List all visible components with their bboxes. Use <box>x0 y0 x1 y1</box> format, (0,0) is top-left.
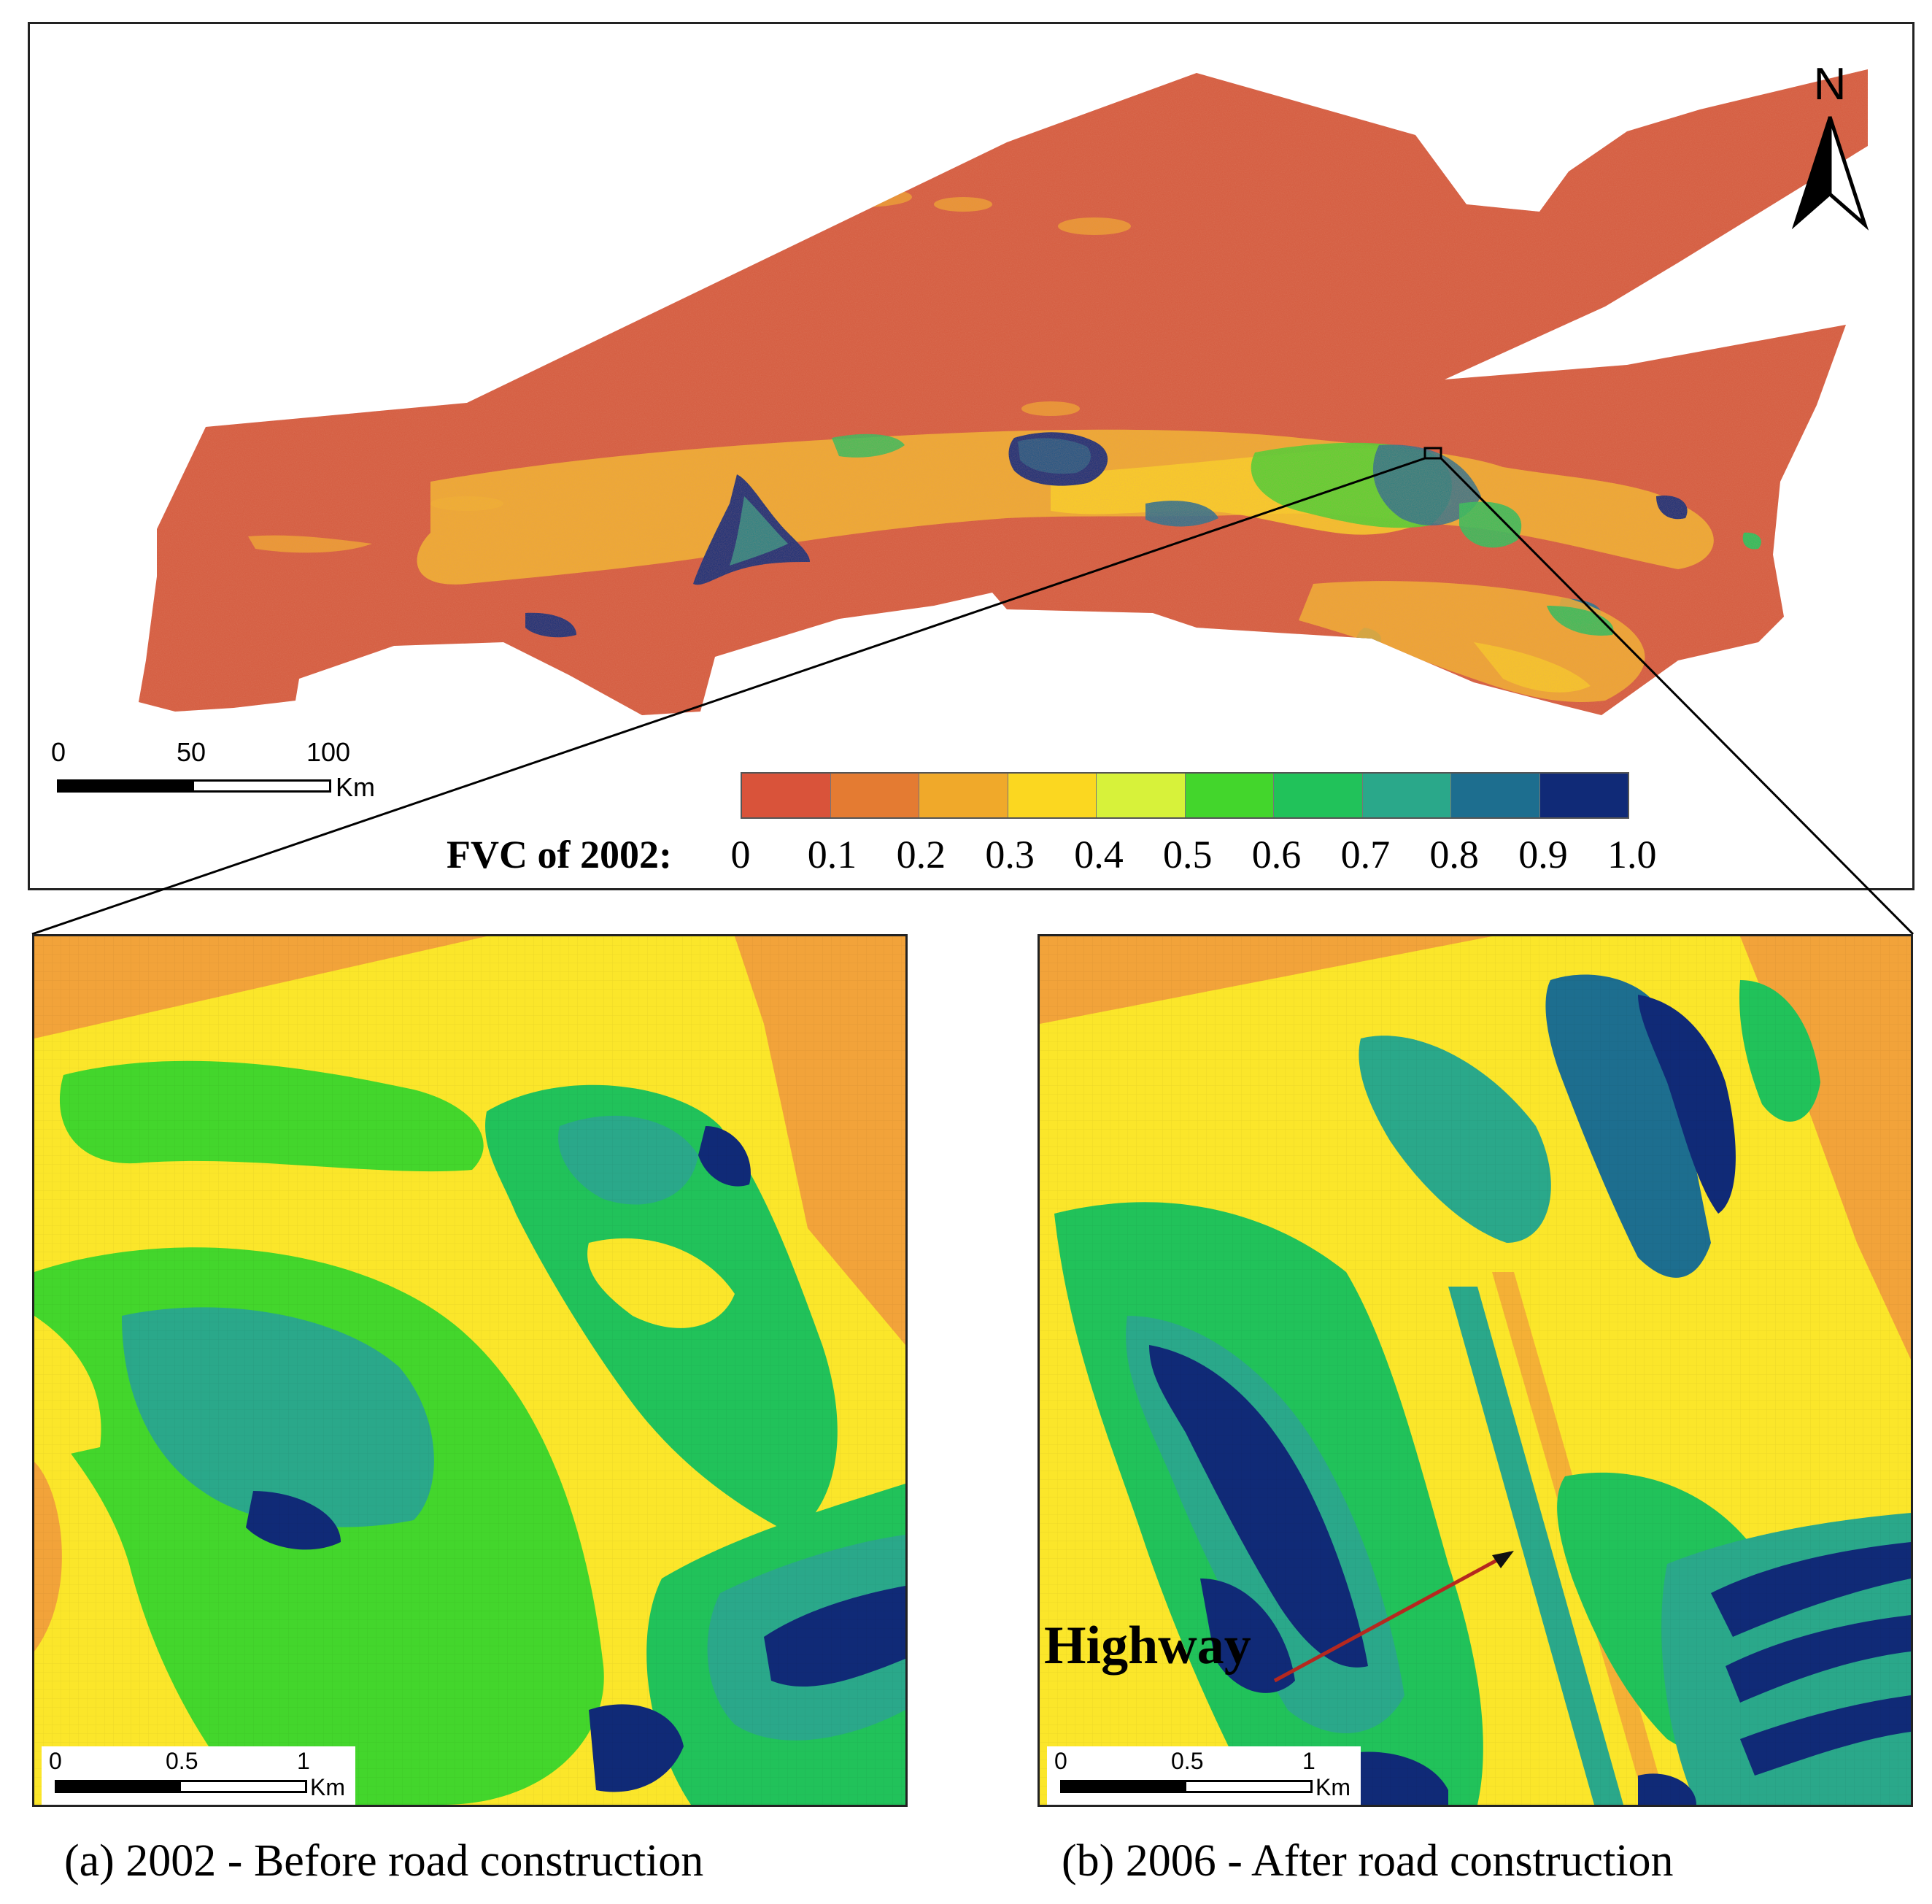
scale-bar-graphic <box>55 1780 307 1793</box>
overview-scale-bar: 0 50 100 Km <box>51 737 394 803</box>
scale-tick-100: 100 <box>306 737 351 767</box>
scale-tick-0-5: 0.5 <box>166 1748 198 1774</box>
scale-unit: Km <box>1315 1774 1351 1800</box>
scale-tick-0: 0 <box>49 1748 62 1774</box>
inset-extent-box <box>1423 447 1442 460</box>
legend-value-label: 0.3 <box>985 833 1035 876</box>
legend-swatch <box>830 774 919 817</box>
caption-panel-b: (b) 2006 - After road construction <box>1062 1836 1674 1886</box>
north-arrow-icon <box>1791 116 1869 231</box>
legend-value-label: 0.2 <box>896 833 946 876</box>
legend-swatch <box>1539 774 1628 817</box>
scale-tick-0-5: 0.5 <box>1171 1748 1204 1774</box>
scale-tick-0: 0 <box>51 737 66 767</box>
fvc-map-2006 <box>1040 936 1911 1805</box>
fvc-legend-bar <box>741 772 1629 819</box>
panel-b-map: Highway 0 0.5 1 Km <box>1038 934 1913 1807</box>
legend-value-label: 0.7 <box>1340 833 1391 876</box>
scale-unit: Km <box>336 772 375 802</box>
legend-swatch <box>742 774 830 817</box>
legend-value-label: 1.0 <box>1607 833 1657 876</box>
highway-label: Highway <box>1044 1616 1251 1676</box>
highway-arrowhead <box>1492 1551 1514 1568</box>
panel-a-map: 0 0.5 1 Km <box>32 934 908 1807</box>
legend-swatch <box>1007 774 1096 817</box>
highway-arrow-line <box>1273 1551 1512 1683</box>
scale-bar-graphic <box>1060 1780 1313 1793</box>
legend-swatch <box>1273 774 1362 817</box>
north-letter: N <box>1813 59 1847 109</box>
legend-value-label: 0.5 <box>1163 833 1213 876</box>
legend-value-label: 0.9 <box>1518 833 1568 876</box>
scale-tick-1: 1 <box>297 1748 310 1774</box>
legend-swatch <box>919 774 1008 817</box>
legend-value-label: 0 <box>730 833 751 876</box>
panel-b-scale-bar: 0 0.5 1 Km <box>1047 1746 1361 1805</box>
fvc-map-2002 <box>34 936 905 1805</box>
scale-unit: Km <box>310 1774 345 1800</box>
scale-tick-50: 50 <box>177 737 206 767</box>
legend-swatch <box>1184 774 1273 817</box>
caption-panel-a: (a) 2002 - Before road construction <box>64 1836 704 1886</box>
legend-swatch <box>1361 774 1450 817</box>
scale-tick-0: 0 <box>1054 1748 1067 1774</box>
scale-bar-graphic <box>57 779 331 793</box>
legend-value-label: 0.1 <box>807 833 857 876</box>
legend-value-label: 0.8 <box>1429 833 1479 876</box>
panel-a-scale-bar: 0 0.5 1 Km <box>42 1746 355 1805</box>
legend-title: FVC of 2002: <box>447 833 672 876</box>
legend-swatch <box>1450 774 1539 817</box>
north-arrow: N <box>1789 58 1877 234</box>
legend-values: 0 0.1 0.2 0.3 0.4 0.5 0.6 0.7 0.8 0.9 1.0 <box>0 832 1932 883</box>
legend-value-label: 0.6 <box>1251 833 1302 876</box>
legend-value-label: 0.4 <box>1074 833 1124 876</box>
legend-swatch <box>1096 774 1185 817</box>
scale-tick-1: 1 <box>1302 1748 1315 1774</box>
overview-map <box>139 69 1868 715</box>
